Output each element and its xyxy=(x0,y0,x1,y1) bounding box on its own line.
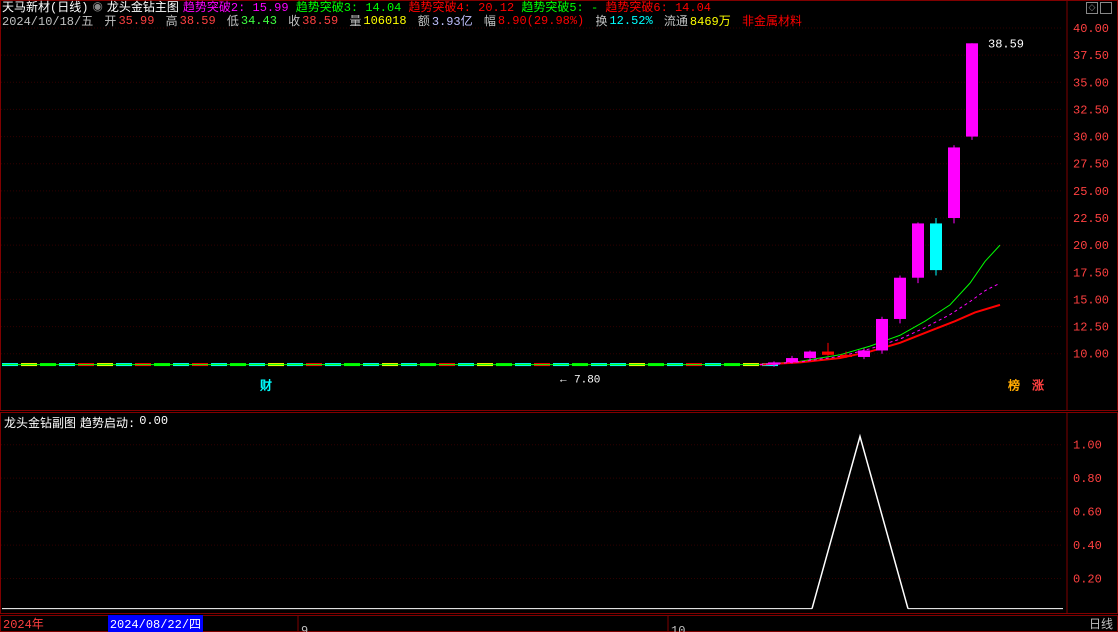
main-chart-frame[interactable] xyxy=(0,0,1118,411)
timeline-year: 2024年 xyxy=(3,615,44,632)
sub-chart-header: 龙头金钻副图 趋势启动: 0.00 xyxy=(4,414,168,431)
timeline-tick: 10 xyxy=(671,624,685,632)
timeline-bar[interactable]: 2024年 2024/08/22/四 9 10 日线 xyxy=(0,615,1118,632)
volume-value: 106018 xyxy=(363,14,406,28)
close-icon[interactable] xyxy=(1100,2,1112,14)
range-value: 8.90(29.98%) xyxy=(498,14,584,28)
close-value: 38.59 xyxy=(302,14,338,28)
volume-label: 量 xyxy=(349,12,361,29)
low-value: 34.43 xyxy=(241,14,277,28)
info-bar: 2024/10/18/五 开 35.99 高 38.59 低 34.43 收 3… xyxy=(0,14,1118,27)
sub-indicator-label: 趋势启动: xyxy=(80,414,135,431)
sector: 非金属材料 xyxy=(742,12,802,29)
range-label: 幅 xyxy=(484,12,496,29)
top-right-controls: ◇ xyxy=(1086,2,1112,14)
turnover-label: 换 xyxy=(595,12,607,29)
turnover-value: 12.52% xyxy=(609,14,652,28)
timeline-tick: 9 xyxy=(301,624,308,632)
timeline-highlight: 2024/08/22/四 xyxy=(108,615,203,632)
high-label: 高 xyxy=(166,12,178,29)
open-value: 35.99 xyxy=(118,14,154,28)
amount-value: 3.93亿 xyxy=(432,12,473,29)
close-label: 收 xyxy=(288,12,300,29)
expand-icon[interactable]: ◇ xyxy=(1086,2,1098,14)
amount-label: 额 xyxy=(418,12,430,29)
eye-icon: ◉ xyxy=(92,0,102,14)
sub-chart-frame[interactable] xyxy=(0,412,1118,614)
timeline-right-label: 日线 xyxy=(1089,615,1113,632)
low-label: 低 xyxy=(227,12,239,29)
float-value: 8469万 xyxy=(690,12,731,29)
open-label: 开 xyxy=(104,12,116,29)
high-value: 38.59 xyxy=(180,14,216,28)
float-label: 流通 xyxy=(664,12,688,29)
sub-indicator-value: 0.00 xyxy=(139,414,168,431)
sub-chart-title: 龙头金钻副图 xyxy=(4,414,76,431)
info-date: 2024/10/18/五 xyxy=(2,12,93,29)
